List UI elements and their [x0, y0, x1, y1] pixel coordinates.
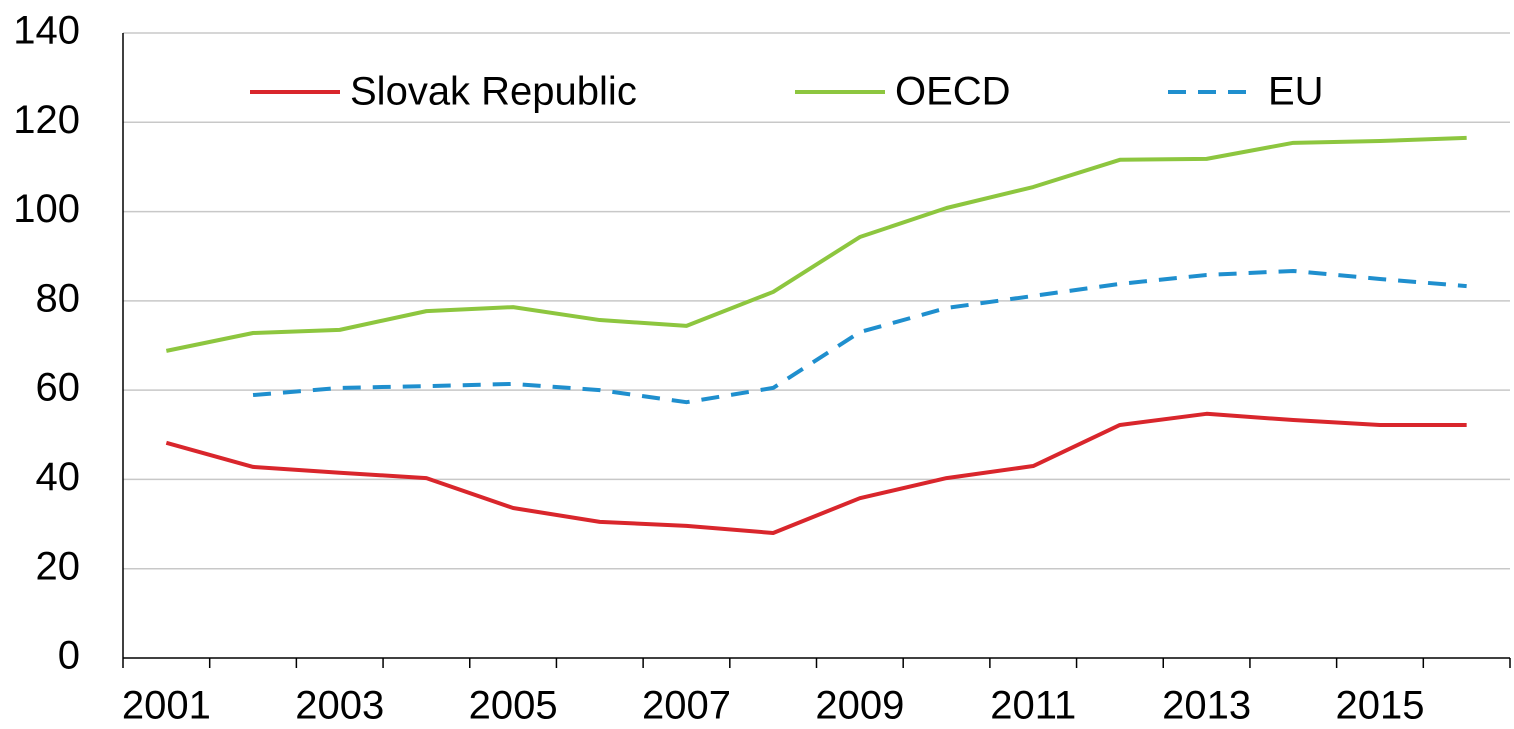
- y-tick-label: 100: [13, 187, 80, 231]
- legend-label: OECD: [895, 70, 1011, 114]
- series-line: [165, 135, 1467, 353]
- y-tick-label: 120: [13, 98, 80, 142]
- x-tick-label: 2003: [295, 684, 384, 728]
- x-tick-label: 2001: [122, 684, 211, 728]
- legend-label: EU: [1268, 70, 1324, 114]
- legend-label: Slovak Republic: [350, 70, 637, 114]
- x-tick-label: 2005: [469, 684, 558, 728]
- y-tick-label: 20: [36, 544, 81, 588]
- x-tick-label: 2015: [1335, 684, 1424, 728]
- x-tick-label: 2009: [815, 684, 904, 728]
- y-tick-label: 60: [36, 366, 81, 410]
- series-line: [252, 268, 1467, 405]
- y-tick-label: 140: [13, 9, 80, 53]
- series-line: [165, 411, 1467, 535]
- y-tick-label: 40: [36, 455, 81, 499]
- x-tick-label: 2007: [642, 684, 731, 728]
- x-tick-label: 2011: [990, 684, 1076, 728]
- y-tick-label: 0: [58, 634, 80, 678]
- x-tick-label: 2013: [1162, 684, 1251, 728]
- y-tick-label: 80: [36, 276, 81, 320]
